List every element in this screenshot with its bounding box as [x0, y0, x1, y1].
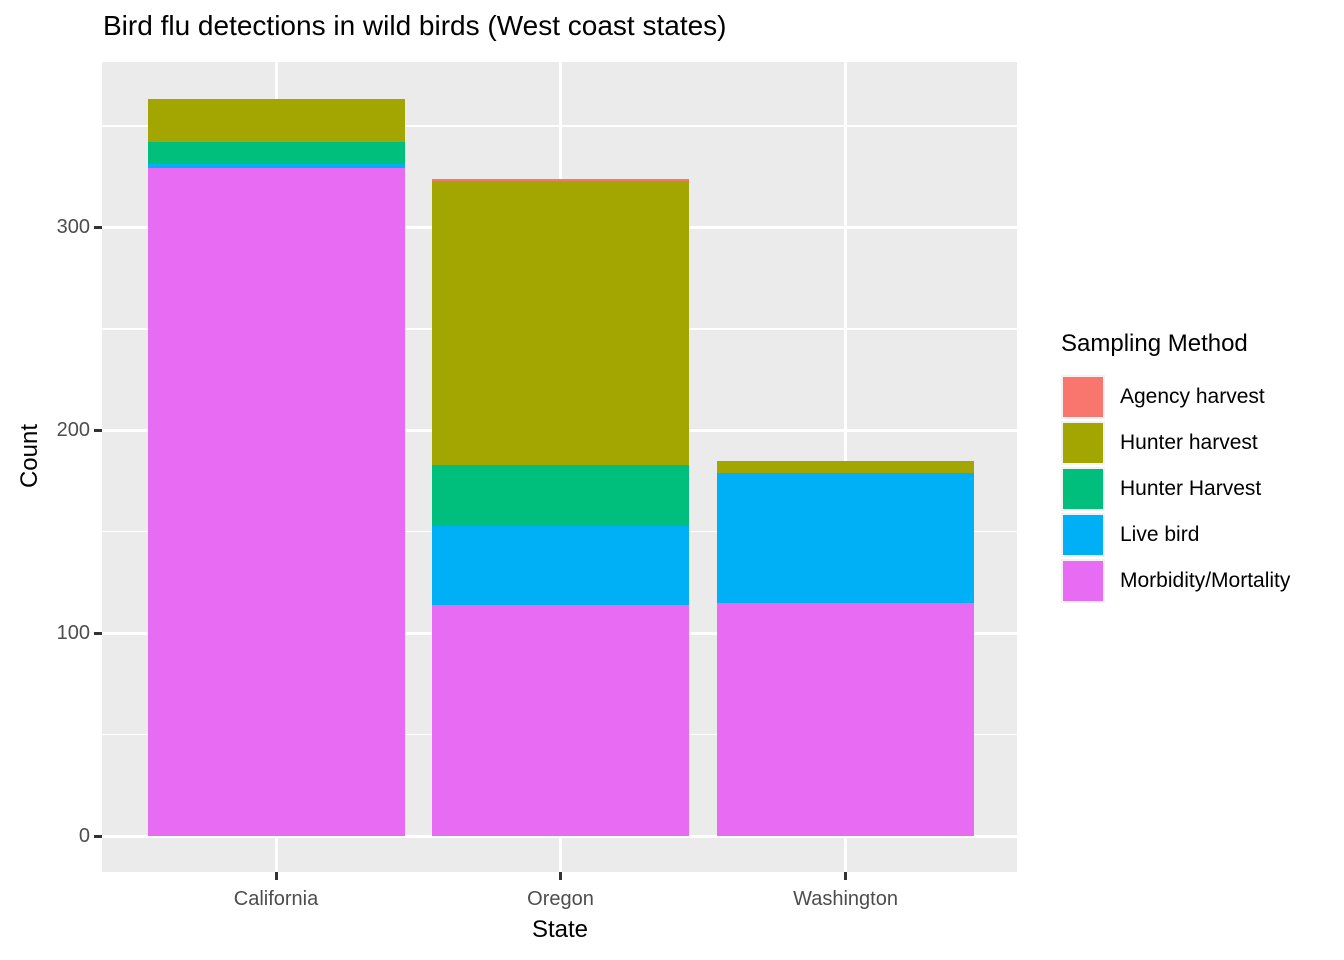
- x-tick-mark: [559, 872, 562, 880]
- x-axis-title: State: [531, 916, 589, 943]
- bar-segment-morbidity-mortality: [147, 168, 405, 836]
- legend-swatch: [1063, 423, 1103, 463]
- bar-segment-agency-harvest: [432, 178, 689, 181]
- legend-swatch: [1063, 561, 1103, 601]
- legend-title: Sampling Method: [1061, 330, 1248, 357]
- bar-segment-hunter-harvest: [717, 460, 974, 473]
- y-tick-label: 300: [56, 216, 90, 239]
- legend-item: Hunter harvest: [1061, 419, 1341, 465]
- legend-item: Agency harvest: [1061, 373, 1341, 419]
- legend-label: Agency harvest: [1120, 385, 1265, 408]
- y-tick-mark: [94, 631, 102, 635]
- bar-segment-hunter-harvest: [432, 180, 689, 465]
- bar-segment-morbidity-mortality: [717, 602, 974, 836]
- x-tick-label: Washington: [793, 888, 898, 910]
- bar-segment-live-bird: [432, 525, 689, 605]
- legend-item: Hunter Harvest: [1061, 465, 1341, 511]
- legend-label: Hunter harvest: [1120, 431, 1258, 454]
- y-axis-title: Count: [16, 423, 43, 489]
- legend-key: [1061, 467, 1105, 511]
- legend-label: Hunter Harvest: [1120, 477, 1262, 500]
- legend-swatch: [1063, 469, 1103, 509]
- bar-segment-morbidity-mortality: [432, 604, 689, 836]
- y-tick-label: 200: [56, 419, 90, 442]
- legend-items: Agency harvest Hunter harvest Hunter Harve…: [1061, 373, 1341, 603]
- x-tick-mark: [274, 872, 278, 880]
- bar-segment-hunter-harvest: [147, 142, 405, 165]
- legend-key: [1061, 559, 1105, 603]
- legend-item: Morbidity/Mortality: [1061, 557, 1341, 603]
- legend-swatch: [1063, 377, 1103, 417]
- legend-label: Morbidity/Mortality: [1120, 569, 1291, 592]
- y-tick-mark: [94, 428, 102, 432]
- bar-segment-hunter-harvest: [147, 99, 405, 143]
- legend: Sampling Method Agency harvest Hunter har…: [1061, 330, 1341, 603]
- y-tick-label: 0: [78, 825, 90, 847]
- legend-key: [1061, 375, 1105, 419]
- bar-segment-live-bird: [717, 472, 974, 603]
- x-tick-label: Oregon: [527, 888, 594, 910]
- plot-panel: [102, 62, 1017, 872]
- y-tick-label: 100: [56, 622, 90, 645]
- legend-label: Live bird: [1120, 523, 1200, 546]
- legend-key: [1061, 421, 1105, 465]
- y-tick-mark: [94, 225, 102, 229]
- bar-segment-hunter-harvest: [432, 464, 689, 526]
- legend-swatch: [1063, 515, 1103, 555]
- bar-segment-live-bird: [147, 164, 405, 169]
- x-tick-mark: [844, 872, 847, 880]
- legend-key: [1061, 513, 1105, 557]
- legend-item: Live bird: [1061, 511, 1341, 557]
- chart-title: Bird flu detections in wild birds (West …: [103, 10, 727, 41]
- y-tick-mark: [94, 834, 102, 838]
- x-tick-label: California: [233, 888, 319, 910]
